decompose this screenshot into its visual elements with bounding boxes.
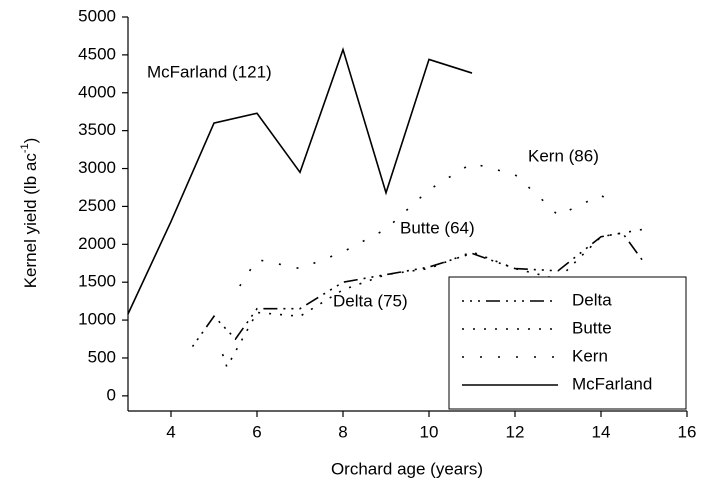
annotation: Butte (64) [400, 218, 475, 237]
x-axis-label: Orchard age (years) [331, 459, 483, 478]
x-tick-label: 12 [506, 422, 525, 441]
annotation: McFarland (121) [147, 62, 272, 81]
y-tick-label: 1500 [78, 272, 116, 291]
legend: Delta Butte Kern McFarland [448, 276, 687, 410]
y-axis-label: Kernel yield (lb ac-1) [19, 138, 41, 289]
y-tick-label: 1000 [78, 310, 116, 329]
y-label-sup: -1 [19, 143, 31, 153]
y-tick-label: 4500 [78, 44, 116, 63]
series-line [191, 232, 645, 348]
y-tick-label: 0 [107, 385, 116, 404]
legend-label: McFarland [572, 374, 652, 393]
series-line [127, 46, 473, 315]
x-tick-label: 8 [338, 422, 347, 441]
x-tick-label: 4 [166, 422, 175, 441]
legend-label: Butte [572, 318, 612, 337]
x-tick-label: 10 [420, 422, 439, 441]
x-tick-label: 16 [678, 422, 697, 441]
x-tick-label: 14 [592, 422, 611, 441]
series-line [239, 162, 611, 287]
y-tick-label: 3500 [78, 120, 116, 139]
legend-label: Delta [572, 290, 612, 309]
y-tick-label: 5000 [78, 6, 116, 25]
y-tick-label: 500 [88, 347, 116, 366]
annotation: Delta (75) [333, 291, 408, 310]
y-tick-label: 4000 [78, 82, 116, 101]
y-tick-label: 2500 [78, 196, 116, 215]
x-tick-label: 6 [252, 422, 261, 441]
legend-box [448, 276, 687, 410]
legend-label: Kern [572, 346, 608, 365]
annotation: Kern (86) [528, 146, 599, 165]
y-label-text: Kernel yield (lb ac [21, 153, 40, 289]
y-label-end: ) [21, 138, 40, 144]
y-tick-label: 2000 [78, 234, 116, 253]
y-tick-label: 3000 [78, 158, 116, 177]
